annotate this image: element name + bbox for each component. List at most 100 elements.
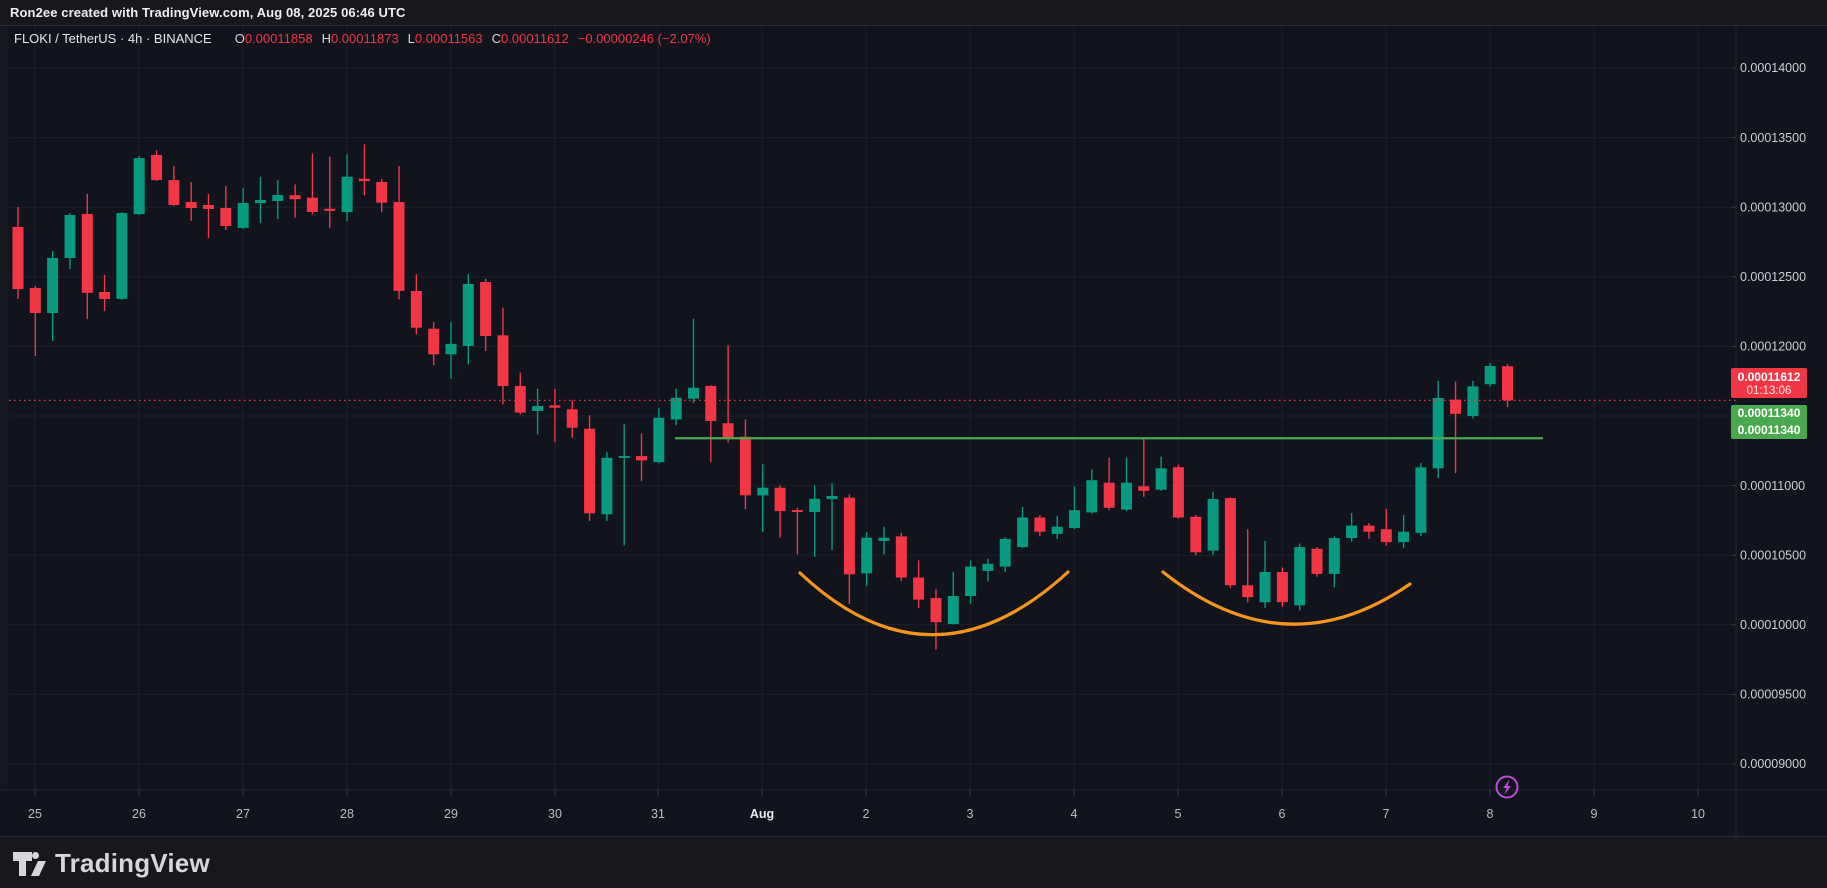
- close-value: 0.00011612: [501, 31, 569, 46]
- candle-body: [497, 335, 509, 386]
- candle-body: [653, 417, 665, 463]
- time-tick-label: 3: [967, 807, 974, 821]
- candle-body: [99, 292, 111, 299]
- candle-body: [1311, 548, 1323, 574]
- candle-body: [324, 208, 336, 211]
- level-price-badge: 0.00011340 0.00011340: [1731, 405, 1807, 439]
- candle-body: [1086, 480, 1098, 513]
- candle-body: [861, 537, 873, 574]
- time-tick-label: 28: [340, 807, 354, 821]
- candle-body: [1450, 399, 1462, 414]
- price-tick-label: 0.00013500: [1740, 131, 1806, 145]
- candle-body: [1172, 467, 1184, 518]
- candle-body: [1190, 516, 1202, 553]
- candle-body: [514, 385, 526, 413]
- candle-body: [81, 214, 93, 293]
- time-tick-label: 4: [1071, 807, 1078, 821]
- candle-body: [168, 180, 180, 205]
- candle-body: [1103, 482, 1115, 508]
- symbol-title[interactable]: FLOKI / TetherUS · 4h · BINANCE: [14, 31, 212, 46]
- candle-body: [739, 436, 751, 496]
- candle-body: [376, 182, 388, 203]
- time-tick-label: 5: [1175, 807, 1182, 821]
- symbol-legend[interactable]: FLOKI / TetherUS · 4h · BINANCE O0.000118…: [14, 31, 711, 46]
- candle-body: [636, 456, 647, 461]
- candle-body: [480, 282, 492, 336]
- price-tick-label: 0.00009500: [1740, 688, 1806, 702]
- candle-body: [1502, 366, 1513, 401]
- candle-body: [1380, 529, 1392, 543]
- time-tick-label: 8: [1487, 807, 1494, 821]
- candle-body: [1346, 525, 1358, 539]
- change-value: −0.00000246 (−2.07%): [577, 31, 711, 46]
- candle-body: [1294, 547, 1306, 606]
- candle-body: [549, 405, 561, 408]
- candle-body: [1467, 386, 1479, 416]
- candle-body: [1051, 526, 1063, 534]
- tradingview-logo-text: TradingView: [55, 848, 210, 878]
- candle-body: [1276, 572, 1288, 603]
- candle-body: [947, 596, 959, 624]
- candle-body: [895, 536, 907, 578]
- time-tick-label: 31: [651, 807, 665, 821]
- candle-body: [1328, 538, 1340, 574]
- bar-countdown: 01:13:06: [1746, 385, 1792, 397]
- candle-body: [428, 328, 440, 355]
- double-bottom-arcs[interactable]: [798, 570, 1412, 637]
- candle-body: [255, 200, 266, 204]
- arc-drawing: [798, 570, 1070, 637]
- time-axis[interactable]: 25 26 27 28 29 30 31 Aug 2 3 4 5 6 7 8 9 10: [28, 807, 1705, 821]
- left-margin: [0, 26, 9, 790]
- time-tick-label: 25: [28, 807, 42, 821]
- price-axis[interactable]: 0.00014000 0.00013500 0.00013000 0.00012500…: [1740, 61, 1806, 771]
- candle-body: [12, 227, 24, 290]
- high-label: H: [321, 31, 331, 46]
- close-label: C: [491, 31, 502, 46]
- flash-replay-icon[interactable]: [1495, 775, 1519, 799]
- candle-body: [306, 197, 318, 212]
- candle-body: [272, 195, 284, 201]
- candle-body: [965, 566, 977, 596]
- candle-body: [1034, 517, 1046, 532]
- time-tick-label: 6: [1279, 807, 1286, 821]
- candle-body: [29, 287, 41, 313]
- candle-body: [1398, 531, 1410, 543]
- candle-body: [930, 598, 942, 623]
- open-label: O: [234, 31, 245, 46]
- candle-body: [1207, 499, 1219, 551]
- time-tick-label: 26: [132, 807, 146, 821]
- candle-body: [566, 409, 578, 428]
- price-tick-label: 0.00012500: [1740, 270, 1806, 284]
- price-tick-label: 0.00013000: [1740, 200, 1806, 214]
- low-value: 0.00011563: [414, 31, 483, 46]
- candle-body: [64, 215, 76, 258]
- branding-bar: TradingView: [0, 836, 1827, 888]
- candle-body: [1242, 585, 1254, 598]
- candle-body: [999, 538, 1011, 567]
- candle-body: [584, 428, 596, 514]
- time-tick-label: 29: [444, 807, 458, 821]
- attribution-text: Ron2ee created with TradingView.com, Aug…: [10, 5, 406, 20]
- candle-body: [826, 496, 838, 500]
- candle-body: [601, 457, 613, 515]
- candle-body: [670, 397, 682, 420]
- time-tick-label: 9: [1591, 807, 1598, 821]
- time-tick-label: 30: [548, 807, 562, 821]
- candle-body: [1069, 510, 1080, 528]
- candle-body: [203, 205, 214, 209]
- tradingview-logo[interactable]: TradingView: [13, 848, 210, 879]
- time-tick-label: 27: [236, 807, 250, 821]
- candle-body: [237, 203, 249, 228]
- candle-body: [462, 283, 474, 346]
- price-tick-label: 0.00010000: [1740, 618, 1806, 632]
- candle-body: [913, 577, 925, 600]
- price-tick-label: 0.00009000: [1740, 757, 1806, 771]
- chart-canvas[interactable]: 0.00014000 0.00013500 0.00013000 0.00012500…: [0, 26, 1827, 888]
- candle-body: [1363, 525, 1375, 532]
- candle-body: [151, 155, 163, 181]
- tradingview-logo-icon: [13, 850, 46, 878]
- open-value: 0.00011858: [244, 31, 313, 46]
- candle-body: [1121, 482, 1132, 510]
- price-tick-label: 0.00012000: [1740, 340, 1806, 354]
- arc-drawing: [1161, 570, 1412, 626]
